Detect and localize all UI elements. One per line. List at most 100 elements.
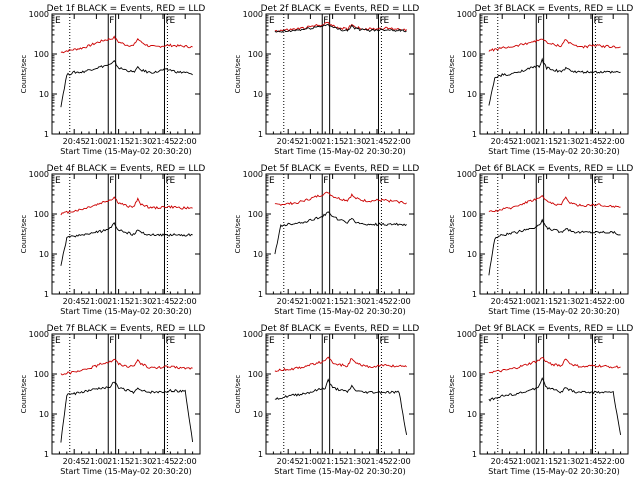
det3-ytick-label: 100 xyxy=(462,50,477,59)
det5-xtick-label: 20:45 xyxy=(277,297,300,306)
det9-ytick-label: 100 xyxy=(462,370,477,379)
det3-xlabel: Start Time (15-May-02 20:30:20) xyxy=(488,147,619,156)
det5-xtick-label: 21:15 xyxy=(321,297,344,306)
det7-xlabel: Start Time (15-May-02 20:30:20) xyxy=(60,467,191,476)
det9-ytick-label: 1 xyxy=(472,450,477,459)
det3-xtick-label: 21:45 xyxy=(579,137,602,146)
det9-xtick-label: 21:15 xyxy=(535,457,558,466)
det5-xtick-label: 21:30 xyxy=(343,297,366,306)
det6-marker: F xyxy=(537,176,542,186)
det8-axes-box xyxy=(265,333,415,455)
det1-title: Det 1f BLACK = Events, RED = LLD xyxy=(47,4,206,14)
det5-xlabel: Start Time (15-May-02 20:30:20) xyxy=(274,307,405,316)
det9-xlabel: Start Time (15-May-02 20:30:20) xyxy=(488,467,619,476)
det2-lld-line xyxy=(274,21,407,32)
det4-marker: F xyxy=(109,176,114,186)
det9-axes-box xyxy=(479,333,629,455)
det4-lld-line xyxy=(60,196,193,216)
det3-xtick-label: 21:30 xyxy=(557,137,580,146)
det1-panel: Det 1f BLACK = Events, RED = LLD 1 10 100 10… xyxy=(20,4,205,156)
det7-ytick-label: 1 xyxy=(44,450,49,459)
det7-marker: F xyxy=(165,336,170,346)
det6-panel: Det 6f BLACK = Events, RED = LLD 1 10 100 10… xyxy=(448,164,633,316)
det8-xtick-label: 21:30 xyxy=(343,457,366,466)
det8-lld-line xyxy=(274,356,407,373)
det2-xtick-label: 21:30 xyxy=(343,137,366,146)
det4-xtick-label: 21:30 xyxy=(129,297,152,306)
det3-panel: Det 3f BLACK = Events, RED = LLD 1 10 100 10… xyxy=(448,4,633,156)
det8-ylabel: Counts/sec xyxy=(234,375,242,414)
det4-ytick-label: 100 xyxy=(34,210,49,219)
det7-ytick-label: 1000 xyxy=(29,330,49,339)
det1-xtick-label: 21:45 xyxy=(151,137,174,146)
det8-xtick-label: 21:00 xyxy=(299,457,322,466)
det2-title: Det 2f BLACK = Events, RED = LLD xyxy=(261,4,420,14)
det6-ytick-label: 1000 xyxy=(457,170,477,179)
det4-marker: E xyxy=(55,176,61,186)
det5-events-line xyxy=(274,211,407,255)
det4-xtick-label: 20:45 xyxy=(63,297,86,306)
det2-ytick-label: 10 xyxy=(253,90,263,99)
det6-xlabel: Start Time (15-May-02 20:30:20) xyxy=(488,307,619,316)
det2-ylabel: Counts/sec xyxy=(234,55,242,94)
det1-ytick-label: 10 xyxy=(39,90,49,99)
det4-ytick-label: 10 xyxy=(39,250,49,259)
det9-xtick-label: 21:00 xyxy=(513,457,536,466)
det5-ytick-label: 1000 xyxy=(243,170,263,179)
det4-ytick-label: 1 xyxy=(44,290,49,299)
det6-axes-box xyxy=(479,173,629,295)
det2-xtick-label: 21:00 xyxy=(299,137,322,146)
det1-ylabel: Counts/sec xyxy=(20,55,28,94)
det3-marker: E xyxy=(483,16,489,26)
det1-xlabel: Start Time (15-May-02 20:30:20) xyxy=(60,147,191,156)
det5-xtick-label: 22:00 xyxy=(388,297,411,306)
det6-marker: F xyxy=(593,176,598,186)
det9-xtick-label: 22:00 xyxy=(602,457,625,466)
det3-ytick-label: 1 xyxy=(472,130,477,139)
det5-xtick-label: 21:45 xyxy=(365,297,388,306)
det5-marker: F xyxy=(379,176,384,186)
det6-xtick-label: 21:30 xyxy=(557,297,580,306)
det7-axes-box xyxy=(51,333,201,455)
det9-ytick-label: 1000 xyxy=(457,330,477,339)
det5-ylabel: Counts/sec xyxy=(234,215,242,254)
det6-marker: E xyxy=(483,176,489,186)
det8-xtick-label: 21:45 xyxy=(365,457,388,466)
det3-lld-line xyxy=(488,38,621,52)
det3-marker: F xyxy=(537,16,542,26)
det7-xtick-label: 21:30 xyxy=(129,457,152,466)
det5-marker: E xyxy=(269,176,275,186)
det2-ytick-label: 100 xyxy=(248,50,263,59)
det6-title: Det 6f BLACK = Events, RED = LLD xyxy=(475,164,634,174)
det2-marker: F xyxy=(323,16,328,26)
det7-panel: Det 7f BLACK = Events, RED = LLD 1 10 100 10… xyxy=(20,324,205,476)
det4-marker: E xyxy=(169,176,175,186)
det9-marker: F xyxy=(537,336,542,346)
det1-marker: F xyxy=(109,16,114,26)
det7-ytick-label: 100 xyxy=(34,370,49,379)
det1-marker: E xyxy=(169,16,175,26)
det3-xtick-label: 20:45 xyxy=(491,137,514,146)
det8-marker: E xyxy=(383,336,389,346)
det7-title: Det 7f BLACK = Events, RED = LLD xyxy=(47,324,206,334)
det2-xtick-label: 20:45 xyxy=(277,137,300,146)
det7-lld-line xyxy=(60,358,193,376)
det8-xlabel: Start Time (15-May-02 20:30:20) xyxy=(274,467,405,476)
det1-ytick-label: 1 xyxy=(44,130,49,139)
det5-ytick-label: 1 xyxy=(258,290,263,299)
det2-events-line xyxy=(274,23,407,33)
det3-marker: F xyxy=(593,16,598,26)
det6-xtick-label: 21:00 xyxy=(513,297,536,306)
det7-xtick-label: 22:00 xyxy=(174,457,197,466)
det2-ytick-label: 1000 xyxy=(243,10,263,19)
det8-ytick-label: 1000 xyxy=(243,330,263,339)
det2-ytick-label: 1 xyxy=(258,130,263,139)
det7-xtick-label: 21:45 xyxy=(151,457,174,466)
det6-events-line xyxy=(488,218,621,276)
det7-marker: E xyxy=(55,336,61,346)
det4-axes-box xyxy=(51,173,201,295)
det3-ytick-label: 1000 xyxy=(457,10,477,19)
det3-marker: E xyxy=(597,16,603,26)
det7-xtick-label: 21:15 xyxy=(107,457,130,466)
